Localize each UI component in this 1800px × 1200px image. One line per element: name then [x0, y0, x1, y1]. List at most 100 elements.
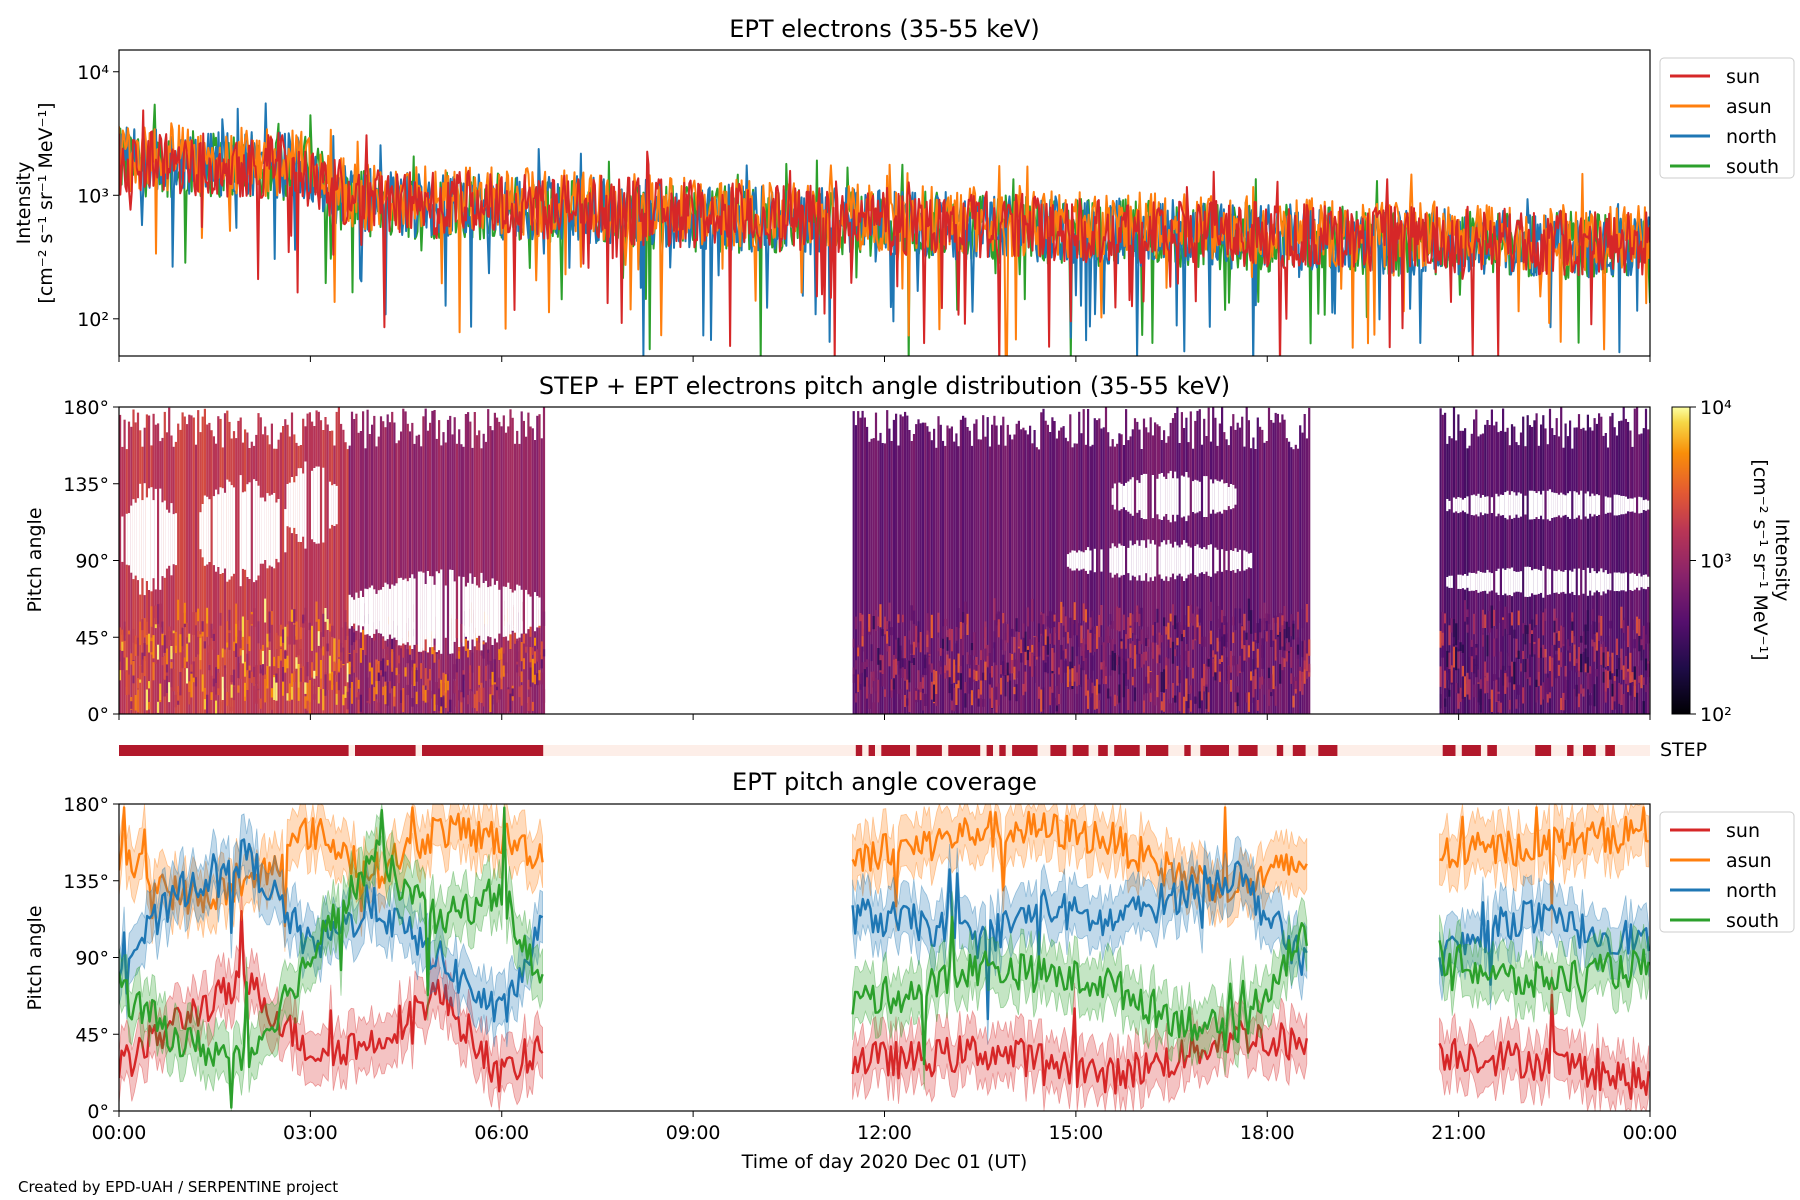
- pad-gap: [1609, 573, 1612, 591]
- pad-cell: [1225, 439, 1228, 714]
- step-segment: [1461, 745, 1481, 756]
- pad-cell: [1276, 413, 1279, 714]
- pad-cell: [1461, 644, 1464, 653]
- pad-cell: [984, 627, 987, 649]
- pad-cell: [1586, 414, 1589, 714]
- pad-gap: [1154, 544, 1157, 577]
- pad-cell: [1084, 644, 1087, 658]
- coverage-band-asun: [119, 804, 543, 952]
- pad-gap: [1508, 568, 1512, 595]
- pad-cell: [1042, 613, 1045, 625]
- pad-gap: [248, 482, 252, 579]
- pad-cell: [935, 684, 938, 706]
- pad-cell: [1091, 610, 1094, 628]
- pad-cell: [188, 681, 191, 692]
- pad-cell: [217, 654, 220, 669]
- pad-cell: [1459, 430, 1462, 714]
- pad-cell: [1495, 421, 1498, 714]
- pad-cell: [1292, 449, 1295, 714]
- pad-cell: [988, 667, 991, 685]
- pad-cell: [239, 630, 242, 649]
- pad-cell: [1093, 685, 1096, 710]
- pad-cell: [982, 648, 985, 660]
- pad-gap: [1461, 575, 1465, 589]
- pad-cell: [179, 634, 182, 653]
- pad-cell: [1165, 442, 1168, 714]
- pad-cell: [986, 417, 989, 714]
- pad-cell: [1457, 414, 1460, 714]
- pad-cell: [935, 671, 938, 694]
- pad-cell: [1301, 609, 1304, 629]
- pad-cell: [1031, 644, 1034, 653]
- pad-cell: [1113, 644, 1116, 661]
- pad-cell: [979, 650, 983, 660]
- pad-cell: [286, 424, 289, 714]
- pad-cell: [1212, 658, 1215, 677]
- coverage-line-north: [119, 838, 544, 1023]
- pad-cell: [406, 423, 409, 714]
- pad-cell: [235, 603, 238, 627]
- pad-gap: [1187, 477, 1191, 516]
- pad-cell: [489, 660, 492, 680]
- pad-cell: [411, 422, 414, 714]
- pad-cell: [1644, 408, 1648, 714]
- pad-cell: [854, 693, 857, 703]
- pad-cell: [1613, 680, 1616, 702]
- pad-cell: [540, 641, 543, 660]
- pad-cell: [522, 633, 525, 644]
- pad-gap: [302, 473, 305, 537]
- pad-cell: [1073, 620, 1076, 636]
- pad-cell: [165, 432, 169, 714]
- pad-cell: [469, 421, 472, 714]
- pad-gap: [1593, 495, 1597, 515]
- pad-cell: [348, 653, 351, 675]
- pad-cell: [1011, 628, 1014, 637]
- pad-cell: [1035, 447, 1038, 714]
- pad-cell: [1129, 643, 1132, 658]
- pad-cell: [174, 639, 177, 654]
- pad-cell: [1232, 616, 1235, 626]
- pad-cell: [174, 441, 177, 714]
- panel2-ytick-label: 135°: [63, 474, 109, 496]
- pad-gap: [355, 592, 358, 631]
- pad-gap: [1524, 495, 1527, 515]
- pad-gap: [1446, 577, 1449, 587]
- pad-cell: [1060, 427, 1063, 714]
- pad-cell: [1008, 434, 1012, 714]
- pad-cell: [1133, 622, 1137, 635]
- pad-cell: [919, 423, 922, 714]
- pad-cell: [1292, 623, 1295, 640]
- pad-gap: [1078, 550, 1081, 571]
- pad-cell: [1274, 412, 1277, 714]
- pad-cell: [232, 641, 236, 651]
- pad-cell: [1584, 430, 1587, 714]
- pad-gap: [1633, 497, 1637, 513]
- pad-cell: [304, 682, 307, 694]
- pad-cell: [1292, 695, 1295, 708]
- pad-gap: [1176, 545, 1179, 576]
- step-segment: [1276, 745, 1284, 756]
- pad-cell: [1515, 638, 1518, 655]
- pad-cell: [290, 673, 294, 687]
- pad-gap: [1131, 477, 1135, 516]
- pad-cell: [270, 690, 273, 710]
- pad-cell: [1261, 645, 1264, 669]
- pad-cell: [264, 598, 267, 623]
- pad-cell: [500, 647, 503, 663]
- pad-cell: [355, 413, 358, 714]
- pad-gap: [1510, 491, 1514, 519]
- pad-cell: [1151, 642, 1154, 659]
- pad-cell: [125, 671, 128, 695]
- pad-cell: [1100, 605, 1103, 626]
- pad-cell: [127, 421, 131, 714]
- pad-cell: [1118, 607, 1121, 632]
- pad-cell: [1129, 613, 1132, 626]
- pad-cell: [1441, 611, 1444, 633]
- pad-cell: [344, 610, 347, 630]
- pad-gap: [1595, 494, 1599, 516]
- pad-cell: [1490, 409, 1493, 714]
- pad-gap: [1477, 493, 1480, 517]
- pad-cell: [241, 650, 244, 664]
- pad-cell: [1535, 413, 1538, 714]
- pad-cell: [357, 432, 360, 714]
